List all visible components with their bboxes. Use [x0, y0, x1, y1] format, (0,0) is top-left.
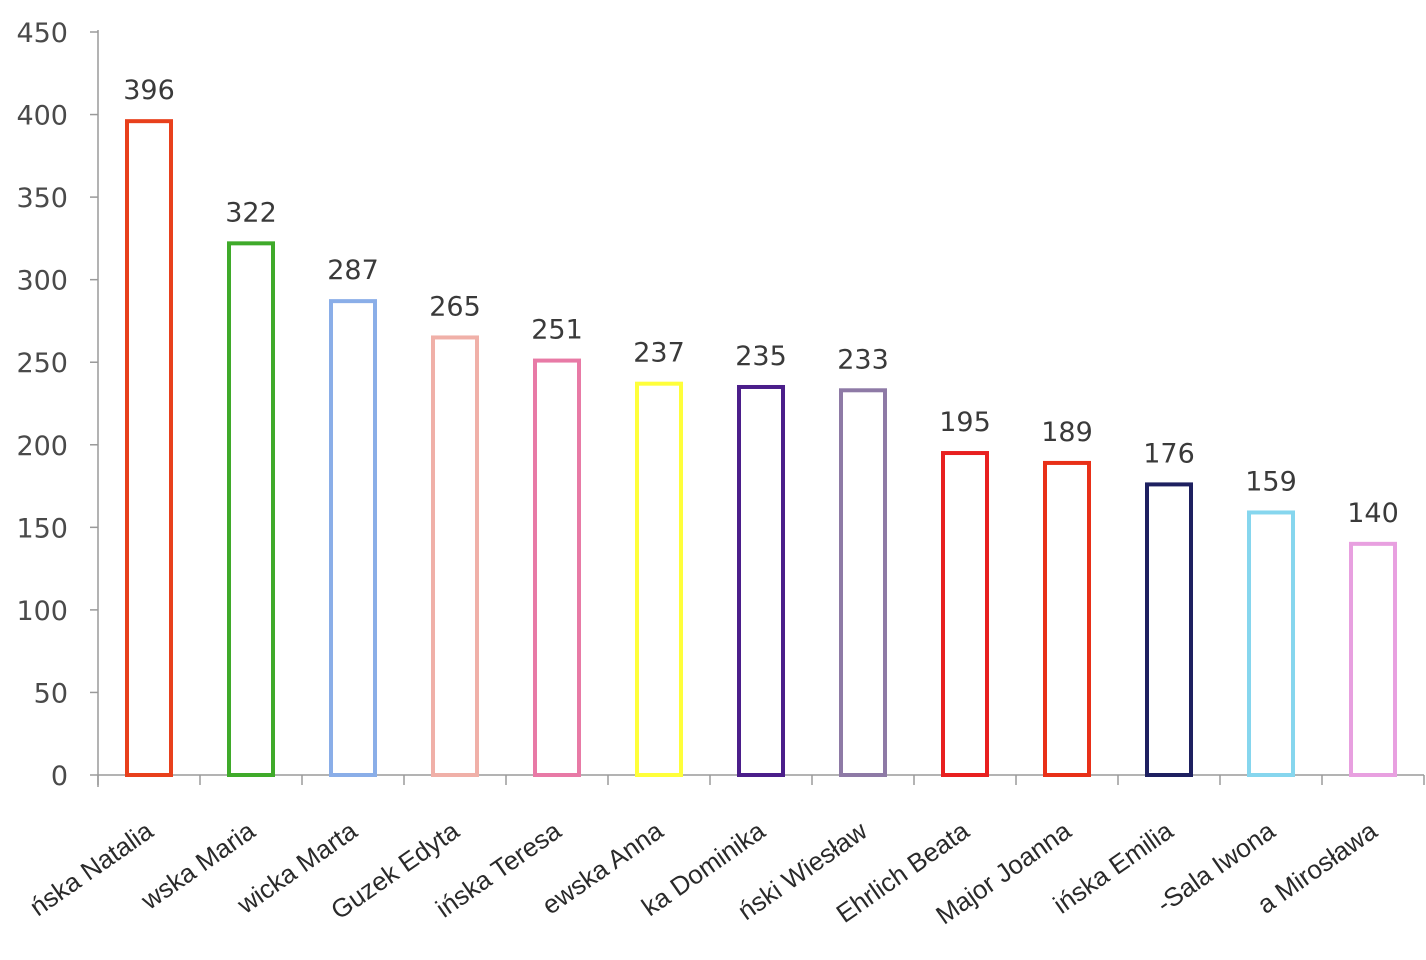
data-label: 251: [531, 315, 583, 346]
data-label: 189: [1041, 417, 1093, 448]
bar: [1145, 482, 1193, 777]
bar: [1043, 460, 1091, 777]
data-label: 233: [837, 344, 889, 375]
chart-bars: [125, 119, 1397, 778]
category-label: ńska Natalia: [24, 815, 159, 922]
data-label: 235: [735, 341, 787, 372]
bar: [227, 241, 275, 777]
y-tick-label: 50: [34, 678, 68, 709]
data-label: 237: [633, 338, 685, 369]
bar: [329, 299, 377, 777]
y-tick-label: 350: [16, 183, 68, 214]
data-label: 322: [225, 197, 277, 228]
y-tick-label: 400: [16, 101, 68, 132]
bar: [431, 335, 479, 777]
data-label: 265: [429, 291, 481, 322]
data-label: 195: [939, 407, 991, 438]
y-tick-label: 100: [16, 596, 68, 627]
data-label: 159: [1245, 466, 1297, 497]
chart-y-ticks: 0 50 100 150 200 250 300 350 400 450: [16, 18, 68, 792]
bar: [1247, 510, 1295, 777]
data-label: 140: [1347, 498, 1399, 529]
chart-data-labels: 396 322 287 265 251 237 235 233 195 189 176 159 140: [123, 75, 1399, 529]
bar: [635, 381, 683, 777]
y-tick-label: 150: [16, 513, 68, 544]
bar: [1349, 541, 1397, 777]
data-label: 176: [1143, 438, 1195, 469]
data-label: 287: [327, 255, 379, 286]
bar: [125, 119, 173, 778]
y-tick-label: 200: [16, 431, 68, 462]
chart-axes: [90, 30, 1425, 787]
y-tick-label: 250: [16, 348, 68, 379]
bar: [533, 358, 581, 777]
bar: [839, 388, 887, 777]
y-tick-label: 300: [16, 266, 68, 297]
bar: [737, 384, 785, 777]
y-tick-label: 450: [16, 18, 68, 49]
data-label: 396: [123, 75, 175, 106]
y-tick-label: 0: [51, 761, 68, 792]
bar: [941, 451, 989, 777]
